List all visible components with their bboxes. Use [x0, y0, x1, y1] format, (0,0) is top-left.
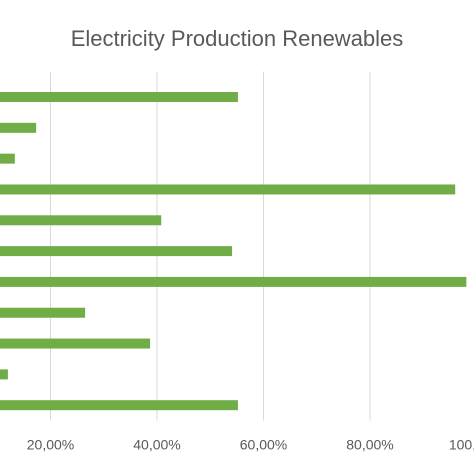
bar: [0, 307, 86, 318]
bar: [0, 92, 238, 103]
bar: [0, 369, 8, 380]
x-tick-label: 20,00%: [27, 437, 74, 453]
chart-title: Electricity Production Renewables: [71, 26, 404, 51]
bar: [0, 184, 456, 195]
x-tick-label: 80,00%: [346, 437, 393, 453]
x-tick-label: 40,00%: [133, 437, 180, 453]
bar: [0, 153, 15, 164]
bar: [0, 122, 37, 133]
bar: [0, 400, 238, 411]
bar: [0, 338, 151, 349]
bar: [0, 276, 467, 287]
x-tick-label: 60,00%: [240, 437, 287, 453]
bar: [0, 215, 162, 226]
bar: [0, 246, 233, 257]
x-tick-label: 100,00%: [449, 437, 474, 453]
